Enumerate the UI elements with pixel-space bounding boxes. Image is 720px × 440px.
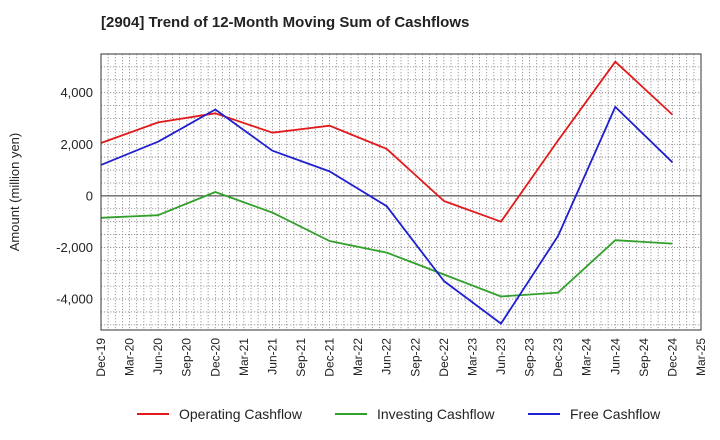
x-tick-label: Jun-23 [494,338,508,375]
x-tick-labels: Dec-19 Mar-20 Jun-20 Sep-20 Dec-20 Mar-21 Jun-… [94,338,708,377]
operating-cashflow-legend-label: Operating Cashflow [179,406,303,422]
x-tick-label: Jun-24 [608,338,622,375]
y-tick-label: -2,000 [56,240,93,255]
x-tick-label: Dec-20 [208,338,222,377]
x-tick-label: Dec-19 [94,338,108,377]
series-layer [100,60,674,325]
x-tick-label: Dec-21 [323,338,337,377]
x-tick-label: Mar-25 [694,338,708,376]
x-tick-label: Sep-21 [294,338,308,377]
free-cashflow-line [100,106,674,325]
x-tick-label: Mar-23 [465,338,479,376]
x-tick-label: Mar-22 [351,338,365,376]
grid-layer [101,54,701,330]
y-axis-label: Amount (million yen) [7,133,22,252]
x-tick-label: Dec-23 [551,338,565,377]
x-tick-label: Jun-22 [380,338,394,375]
x-tick-label: Dec-22 [437,338,451,377]
operating-cashflow-line [100,60,674,223]
x-tick-label: Sep-20 [180,338,194,377]
x-tick-label: Jun-20 [151,338,165,375]
y-tick-label: 2,000 [60,137,93,152]
investing-cashflow-line [100,191,673,298]
y-tick-labels: 4,000 2,000 0 -2,000 -4,000 [56,85,93,306]
y-tick-label: -4,000 [56,292,93,307]
x-tick-label: Mar-21 [237,338,251,376]
x-tick-label: Sep-24 [637,338,651,377]
plot-frame [100,53,702,331]
investing-cashflow-legend-label: Investing Cashflow [377,406,495,422]
x-tick-label: Sep-23 [523,338,537,377]
x-tick-label: Mar-20 [123,338,137,376]
chart-title: [2904] Trend of 12-Month Moving Sum of C… [101,14,470,31]
x-tick-label: Sep-22 [408,338,422,377]
x-tick-label: Mar-24 [580,338,594,376]
legend: Operating Cashflow Investing Cashflow Free… [137,406,661,422]
y-tick-label: 0 [86,188,93,203]
x-tick-label: Dec-24 [665,338,679,377]
x-tick-label: Jun-21 [265,338,279,375]
y-tick-label: 4,000 [60,85,93,100]
free-cashflow-legend-label: Free Cashflow [570,406,661,422]
